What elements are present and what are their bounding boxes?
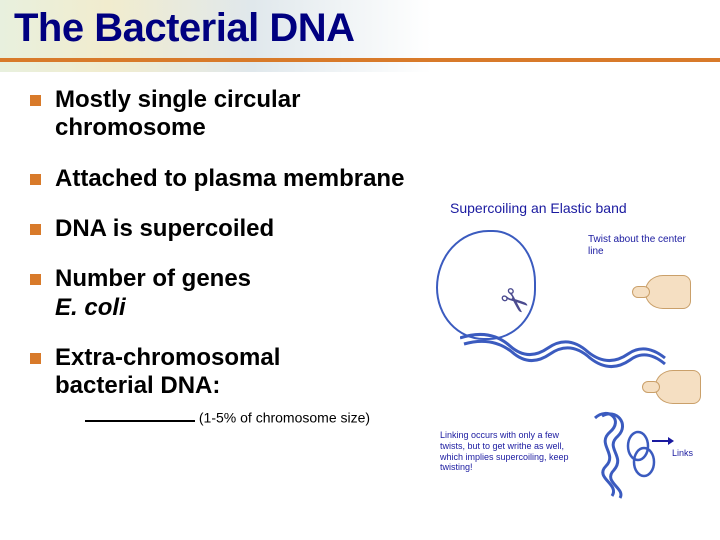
- supercoiling-diagram: Supercoiling an Elastic band Twist about…: [430, 200, 710, 520]
- bullet-icon: [30, 224, 41, 235]
- bullet-text: DNA is supercoiled: [55, 215, 274, 243]
- bullet-text: Number of genes E. coli: [55, 265, 251, 322]
- fill-blank: [85, 407, 195, 422]
- bullet-list: Mostly single circular chromosome Attach…: [30, 86, 430, 425]
- diagram-title: Supercoiling an Elastic band: [450, 200, 627, 216]
- bullet-icon: [30, 95, 41, 106]
- twisted-band: [460, 328, 670, 408]
- bullet-line2: bacterial DNA:: [55, 372, 220, 399]
- title-underline: [0, 58, 720, 62]
- subnote: (1-5% of chromosome size): [85, 407, 430, 425]
- diagram-caption-links: Links: [672, 448, 693, 458]
- arrow-icon: [652, 440, 670, 442]
- bullet-line2: E. coli: [55, 294, 126, 321]
- list-item: Mostly single circular chromosome: [30, 86, 430, 143]
- bullet-icon: [30, 174, 41, 185]
- diagram-caption-twist: Twist about the center line: [588, 234, 698, 257]
- bullet-text: Mostly single circular chromosome: [55, 86, 430, 143]
- hand-icon: [645, 275, 691, 309]
- bullet-text: Attached to plasma membrane: [55, 165, 404, 193]
- bullet-icon: [30, 274, 41, 285]
- bullet-line1: Number of genes: [55, 265, 251, 292]
- subnote-text: (1-5% of chromosome size): [199, 409, 370, 425]
- hand-icon: [655, 370, 701, 404]
- list-item: Extra-chromosomal bacterial DNA:: [30, 344, 430, 401]
- list-item: Number of genes E. coli: [30, 265, 430, 322]
- page-title: The Bacterial DNA: [14, 6, 354, 51]
- supercoil: [590, 410, 670, 500]
- bullet-icon: [30, 353, 41, 364]
- bullet-text: Extra-chromosomal bacterial DNA:: [55, 344, 280, 401]
- list-item: DNA is supercoiled: [30, 215, 430, 243]
- bullet-line1: Extra-chromosomal: [55, 344, 280, 371]
- list-item: Attached to plasma membrane: [30, 165, 430, 193]
- diagram-caption-linking: Linking occurs with only a few twists, b…: [440, 430, 585, 473]
